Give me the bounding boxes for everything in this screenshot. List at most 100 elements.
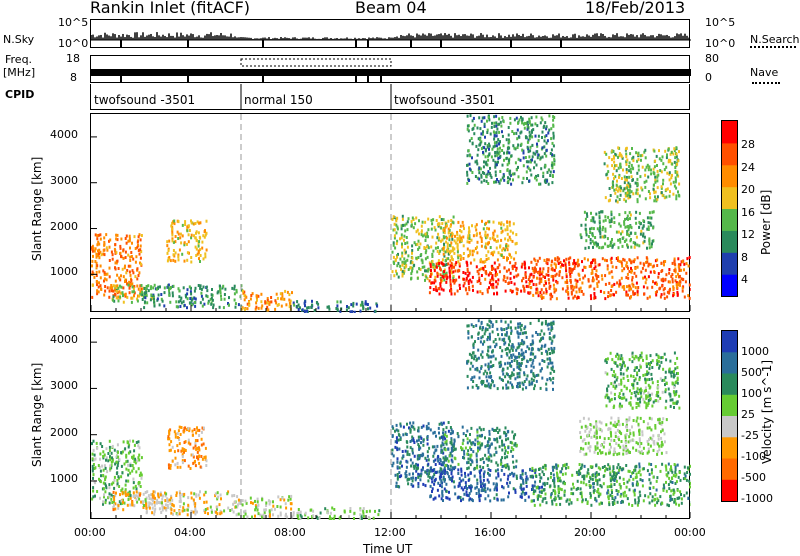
heatmap-cell [472,285,474,288]
heatmap-cell [415,257,417,260]
heatmap-cell [109,464,111,467]
heatmap-cell [276,293,278,296]
heatmap-cell [410,431,412,434]
heatmap-cell [401,246,403,249]
heatmap-cell [169,301,171,304]
heatmap-cell [320,512,322,515]
heatmap-cell [486,457,488,460]
heatmap-cell [455,448,457,451]
heatmap-cell [107,459,109,462]
heatmap-cell [498,143,500,146]
heatmap-cell [619,283,621,286]
heatmap-cell [412,452,414,455]
heatmap-cell [620,166,622,169]
heatmap-cell [553,284,555,287]
heatmap-cell [609,467,611,470]
heatmap-cell [392,425,394,428]
heatmap-cell [489,167,491,170]
heatmap-cell [503,256,505,259]
heatmap-cell [497,468,499,471]
heatmap-cell [220,295,222,298]
heatmap-cell [190,292,192,295]
heatmap-cell [661,191,663,194]
heatmap-cell [482,457,484,460]
heatmap-cell [609,219,611,222]
heatmap-cell [421,233,423,236]
heatmap-cell [195,254,197,257]
heatmap-cell [586,215,588,218]
heatmap-cell [516,287,518,290]
heatmap-cell [187,251,189,254]
heatmap-cell [437,482,439,485]
velocity-heatmap [91,319,691,520]
heatmap-cell [457,290,459,293]
heatmap-cell [654,282,656,285]
heatmap-cell [516,292,518,295]
heatmap-cell [178,220,180,223]
heatmap-cell [496,292,498,295]
heatmap-cell [152,286,154,289]
heatmap-cell [405,260,407,263]
heatmap-cell [480,282,482,285]
heatmap-cell [477,449,479,452]
heatmap-cell [410,465,412,468]
power-colorbar-fill [722,121,737,296]
heatmap-cell [450,452,452,455]
heatmap-cell [246,515,248,518]
heatmap-cell [662,179,664,182]
heatmap-cell [183,502,185,505]
heatmap-cell [437,455,439,458]
heatmap-cell [184,223,186,226]
heatmap-cell [367,307,369,310]
heatmap-cell [187,288,189,291]
heatmap-cell [642,166,644,169]
heatmap-cell [413,439,415,442]
heatmap-cell [205,294,207,297]
heatmap-cell [612,173,614,176]
heatmap-cell [637,286,639,289]
heatmap-cell [133,455,135,458]
heatmap-cell [616,231,618,234]
heatmap-cell [613,221,615,224]
heatmap-cell [545,282,547,285]
heatmap-cell [400,268,402,271]
heatmap-cell [670,176,672,179]
heatmap-cell [117,260,119,263]
heatmap-cell [682,260,684,263]
heatmap-cell [101,465,103,468]
heatmap-cell [516,460,518,463]
heatmap-cell [611,276,613,279]
heatmap-cell [420,441,422,444]
heatmap-cell [111,501,113,504]
heatmap-cell [394,223,396,226]
heatmap-cell [551,500,553,503]
heatmap-cell [624,175,626,178]
heatmap-cell [468,179,470,182]
heatmap-cell [421,426,423,429]
heatmap-cell [627,273,629,276]
heatmap-cell [630,214,632,217]
heatmap-cell [481,120,483,123]
heatmap-cell [505,426,507,429]
heatmap-cell [507,478,509,481]
heatmap-cell [581,260,583,263]
heatmap-cell [572,483,574,486]
heatmap-cell [217,496,219,499]
heatmap-cell [453,442,455,445]
heatmap-cell [127,480,129,483]
heatmap-cell [651,468,653,471]
heatmap-cell [407,450,409,453]
heatmap-cell [454,292,456,295]
heatmap-cell [401,236,403,239]
heatmap-cell [494,262,496,265]
heatmap-cell [664,279,666,282]
heatmap-cell [116,472,118,475]
heatmap-cell [274,308,276,311]
heatmap-cell [207,507,209,510]
heatmap-cell [109,239,111,242]
heatmap-cell [557,259,559,262]
heatmap-cell [184,241,186,244]
colorbar-swatch [722,274,737,296]
heatmap-cell [189,229,191,232]
heatmap-cell [528,155,530,158]
